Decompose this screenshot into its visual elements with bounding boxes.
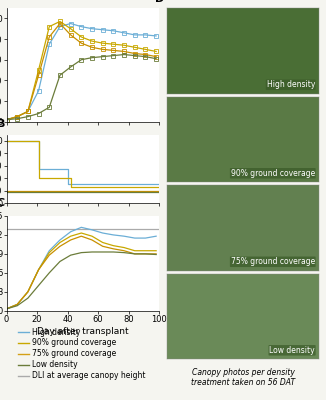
Legend: High density, 90% ground coverage, 75% ground coverage, Low density, DLI at aver: High density, 90% ground coverage, 75% g… [18,328,146,380]
Text: Low density: Low density [269,346,315,355]
Text: 75% ground coverage: 75% ground coverage [231,257,315,266]
X-axis label: Day after transplant: Day after transplant [37,327,129,336]
Text: B: B [0,119,5,129]
Text: Canopy photos per density
treatment taken on 56 DAT: Canopy photos per density treatment take… [191,368,295,388]
Text: High density: High density [267,80,315,89]
Text: A: A [0,0,5,2]
Text: C: C [0,198,5,208]
Text: 90% ground coverage: 90% ground coverage [231,169,315,178]
Text: D: D [155,0,164,4]
